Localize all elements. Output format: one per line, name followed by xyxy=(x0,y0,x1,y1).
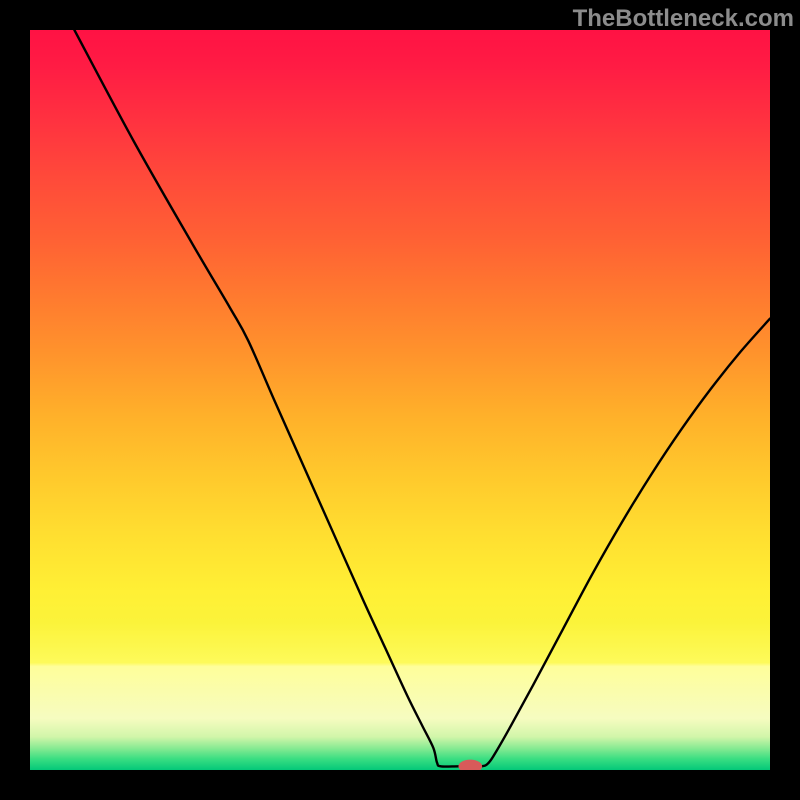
figure-stage: { "watermark": { "text": "TheBottleneck.… xyxy=(0,0,800,800)
plot-svg xyxy=(30,30,770,770)
plot-area xyxy=(30,30,770,770)
plot-background xyxy=(30,30,770,770)
watermark-text: TheBottleneck.com xyxy=(573,5,794,33)
